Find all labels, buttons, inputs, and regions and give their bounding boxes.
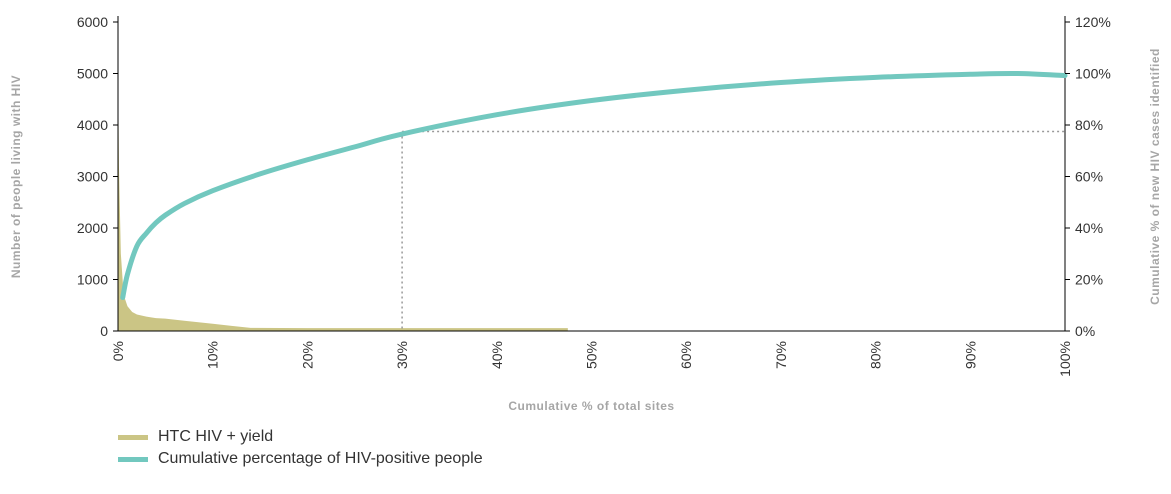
y-left-tick-label: 0 (100, 323, 108, 339)
y-right-tick-label: 0% (1075, 323, 1095, 339)
y-right-tick-label: 40% (1075, 220, 1103, 236)
legend: HTC HIV + yield Cumulative percentage of… (118, 426, 483, 470)
y-right-tick-label: 100% (1075, 66, 1111, 82)
y-left-tick-label: 6000 (77, 14, 108, 30)
legend-label-cumulative: Cumulative percentage of HIV-positive pe… (158, 450, 483, 467)
y-left-tick-label: 2000 (77, 220, 108, 236)
y-right-tick-label: 20% (1075, 272, 1103, 288)
legend-label-yield: HTC HIV + yield (158, 428, 274, 445)
legend-swatch-yield (118, 434, 148, 440)
x-tick-label: 80% (868, 341, 884, 369)
x-axis-title: Cumulative % of total sites (508, 399, 674, 413)
chart: 0 1000 2000 3000 4000 5000 6000 0% 20% 40% 60% 80% 1… (9, 14, 1162, 413)
y-right-tick-label: 60% (1075, 169, 1103, 185)
y-left-tick-label: 5000 (77, 66, 108, 82)
x-tick-label: 20% (299, 341, 315, 369)
legend-item-yield: HTC HIV + yield (118, 426, 483, 448)
cumulative-line (120, 70, 1068, 301)
x-tick-label: 100% (1057, 341, 1073, 377)
y-axis-left-title: Number of people living with HIV (9, 75, 23, 278)
x-tick-label: 10% (205, 341, 221, 369)
x-tick-label: 70% (773, 341, 789, 369)
x-tick-label: 40% (489, 341, 505, 369)
legend-item-cumulative: Cumulative percentage of HIV-positive pe… (118, 448, 483, 470)
y-left-tick-label: 1000 (77, 272, 108, 288)
y-axis-right-title: Cumulative % of new HIV cases identified (1148, 48, 1162, 305)
y-right-tick-label: 120% (1075, 14, 1111, 30)
x-tick-label: 90% (962, 341, 978, 369)
x-tick-label: 60% (678, 341, 694, 369)
x-tick-label: 30% (394, 341, 410, 369)
yield-area (118, 63, 568, 331)
y-left-tick-label: 4000 (77, 117, 108, 133)
x-tick-label: 0% (110, 341, 126, 361)
legend-swatch-cumulative (118, 456, 148, 462)
y-right-tick-label: 80% (1075, 117, 1103, 133)
y-left-tick-label: 3000 (77, 169, 108, 185)
x-tick-label: 50% (584, 341, 600, 369)
